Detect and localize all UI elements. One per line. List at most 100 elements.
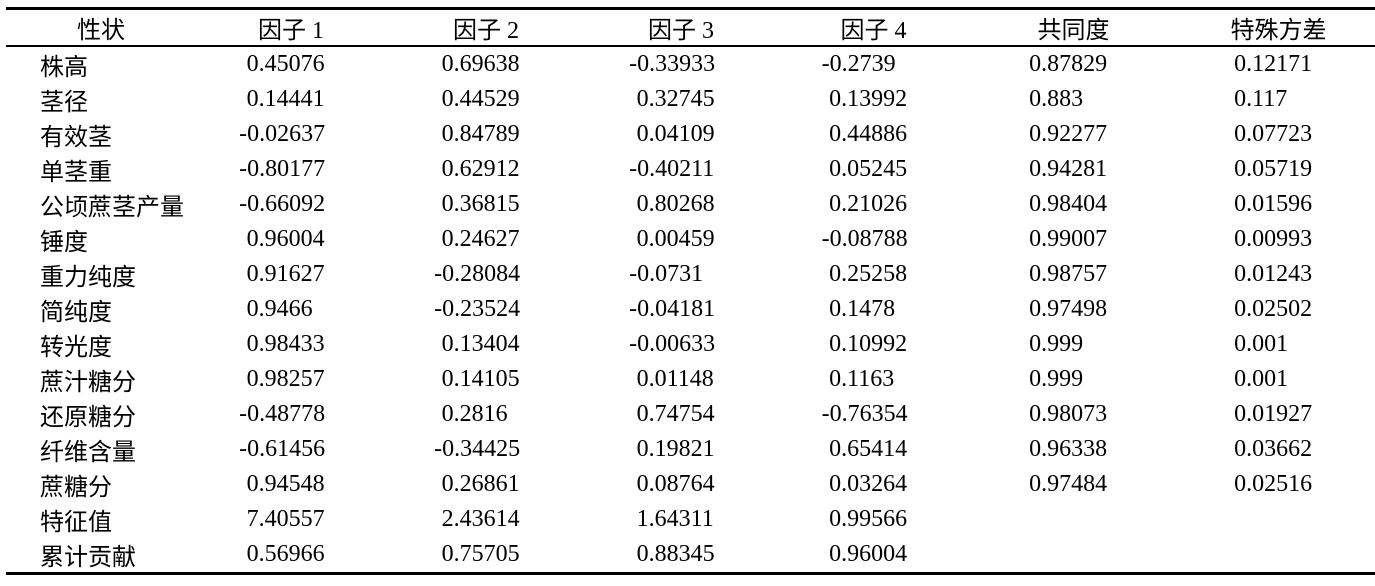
value-cell: 0.999	[971, 362, 1176, 397]
trait-label: 特征值	[40, 510, 112, 536]
value-cell: -0.2739	[776, 46, 971, 82]
value-cell: 0.80268	[586, 187, 776, 222]
value-cell: 0.12171	[1176, 46, 1375, 82]
cell-value: 0.001	[1234, 366, 1289, 392]
cell-value: 0.00459	[636, 226, 715, 252]
value-cell: 0.05719	[1176, 152, 1375, 187]
cell-value: -0.2739	[821, 51, 896, 77]
value-cell: 0.94281	[971, 152, 1176, 187]
value-cell: 0.2816	[386, 397, 586, 432]
cell-value: 0.08764	[636, 471, 715, 497]
cell-value: 0.24627	[441, 226, 520, 252]
value-cell: 0.08764	[586, 467, 776, 502]
cell-value: -0.80177	[239, 156, 326, 182]
cell-value: 0.99566	[829, 506, 908, 532]
cell-value: 0.99007	[1029, 226, 1108, 252]
cell-value: 0.05245	[829, 156, 908, 182]
value-cell: 0.03264	[776, 467, 971, 502]
value-cell	[1176, 502, 1375, 537]
value-cell: 7.40557	[196, 502, 386, 537]
table-row: 纤维含量 -0.61456 -0.34425 0.19821 0.65414 0.9633…	[6, 432, 1375, 467]
cell-value: -0.34425	[434, 436, 521, 462]
value-cell: 0.883	[971, 82, 1176, 117]
value-cell: 0.01927	[1176, 397, 1375, 432]
cell-value: 0.44529	[441, 86, 520, 112]
column-header: 因子 2	[453, 18, 519, 44]
value-cell: 0.56966	[196, 537, 386, 574]
trait-label: 蔗汁糖分	[40, 370, 136, 396]
value-cell: 0.03662	[1176, 432, 1375, 467]
value-cell: 2.43614	[386, 502, 586, 537]
value-cell: 0.62912	[386, 152, 586, 187]
value-cell: 0.999	[971, 327, 1176, 362]
cell-value: 0.94281	[1029, 156, 1108, 182]
value-cell: -0.00633	[586, 327, 776, 362]
cell-value: 1.64311	[636, 506, 714, 532]
value-cell: 0.26861	[386, 467, 586, 502]
cell-value: 0.97498	[1029, 296, 1108, 322]
value-cell: -0.04181	[586, 292, 776, 327]
value-cell: 0.96338	[971, 432, 1176, 467]
cell-value: 0.96004	[246, 226, 325, 252]
cell-value: -0.28084	[434, 261, 521, 287]
value-cell: 0.94548	[196, 467, 386, 502]
cell-value: -0.00633	[629, 331, 716, 357]
value-cell: 0.13992	[776, 82, 971, 117]
cell-value: -0.04181	[629, 296, 716, 322]
value-cell: 0.00459	[586, 222, 776, 257]
value-cell: 0.98257	[196, 362, 386, 397]
value-cell: 0.05245	[776, 152, 971, 187]
value-cell	[1176, 537, 1375, 574]
cell-value: 0.98433	[246, 331, 325, 357]
table-header: 性状 因子 1 因子 2 因子 3 因子 4 共同度 特殊方差	[6, 9, 1375, 46]
table-row: 蔗汁糖分 0.98257 0.14105 0.01148 0.1163 0.999 0.00…	[6, 362, 1375, 397]
cell-value: 0.999	[1029, 366, 1084, 392]
value-cell: 0.36815	[386, 187, 586, 222]
column-header: 因子 1	[258, 18, 324, 44]
table-row: 特征值 7.40557 2.43614 1.64311 0.99566	[6, 502, 1375, 537]
cell-value: 0.26861	[441, 471, 520, 497]
value-cell: 0.13404	[386, 327, 586, 362]
cell-value: 0.883	[1029, 86, 1084, 112]
table-row: 锤度 0.96004 0.24627 0.00459 -0.08788 0.99007 0.…	[6, 222, 1375, 257]
cell-value: 0.13404	[441, 331, 520, 357]
table-row: 简纯度 0.9466 -0.23524 -0.04181 0.1478 0.97498 0.…	[6, 292, 1375, 327]
factor-analysis-table: 性状 因子 1 因子 2 因子 3 因子 4 共同度 特殊方差 株高 0.45076 0.696…	[6, 7, 1375, 575]
cell-value: 0.87829	[1029, 51, 1108, 77]
cell-value: 0.92277	[1029, 121, 1108, 147]
value-cell	[971, 502, 1176, 537]
value-cell: 0.87829	[971, 46, 1176, 82]
cell-value: 0.10992	[829, 331, 908, 357]
cell-value: 0.01927	[1234, 401, 1313, 427]
value-cell: 0.91627	[196, 257, 386, 292]
cell-value: 0.13992	[829, 86, 908, 112]
cell-value: 0.05719	[1234, 156, 1313, 182]
column-header: 共同度	[1037, 18, 1110, 44]
table-row: 还原糖分 -0.48778 0.2816 0.74754 -0.76354 0.98073…	[6, 397, 1375, 432]
value-cell: 0.32745	[586, 82, 776, 117]
value-cell: 0.001	[1176, 362, 1375, 397]
value-cell: 0.98757	[971, 257, 1176, 292]
cell-value: 0.74754	[636, 401, 715, 427]
cell-value: 0.25258	[829, 261, 908, 287]
table-row: 蔗糖分 0.94548 0.26861 0.08764 0.03264 0.97484 0.…	[6, 467, 1375, 502]
cell-value: 0.01596	[1234, 191, 1313, 217]
trait-label: 累计贡献	[40, 545, 136, 571]
cell-value: 0.36815	[441, 191, 520, 217]
cell-value: 0.14105	[441, 366, 520, 392]
trait-label: 有效茎	[40, 125, 112, 151]
value-cell: 0.07723	[1176, 117, 1375, 152]
trait-label: 纤维含量	[40, 440, 136, 466]
cell-value: 0.56966	[246, 541, 325, 567]
cell-value: 0.04109	[636, 121, 715, 147]
cell-value: -0.40211	[629, 156, 715, 182]
table-row: 单茎重 -0.80177 0.62912 -0.40211 0.05245 0.94281…	[6, 152, 1375, 187]
value-cell: 0.99566	[776, 502, 971, 537]
value-cell: 0.24627	[386, 222, 586, 257]
table-row: 公顷蔗茎产量 -0.66092 0.36815 0.80268 0.21026 0.984…	[6, 187, 1375, 222]
table-body: 株高 0.45076 0.69638 -0.33933 -0.2739 0.87829 0.…	[6, 46, 1375, 574]
trait-label: 株高	[40, 55, 88, 81]
cell-value: 0.98757	[1029, 261, 1108, 287]
cell-value: 0.12171	[1234, 51, 1313, 77]
